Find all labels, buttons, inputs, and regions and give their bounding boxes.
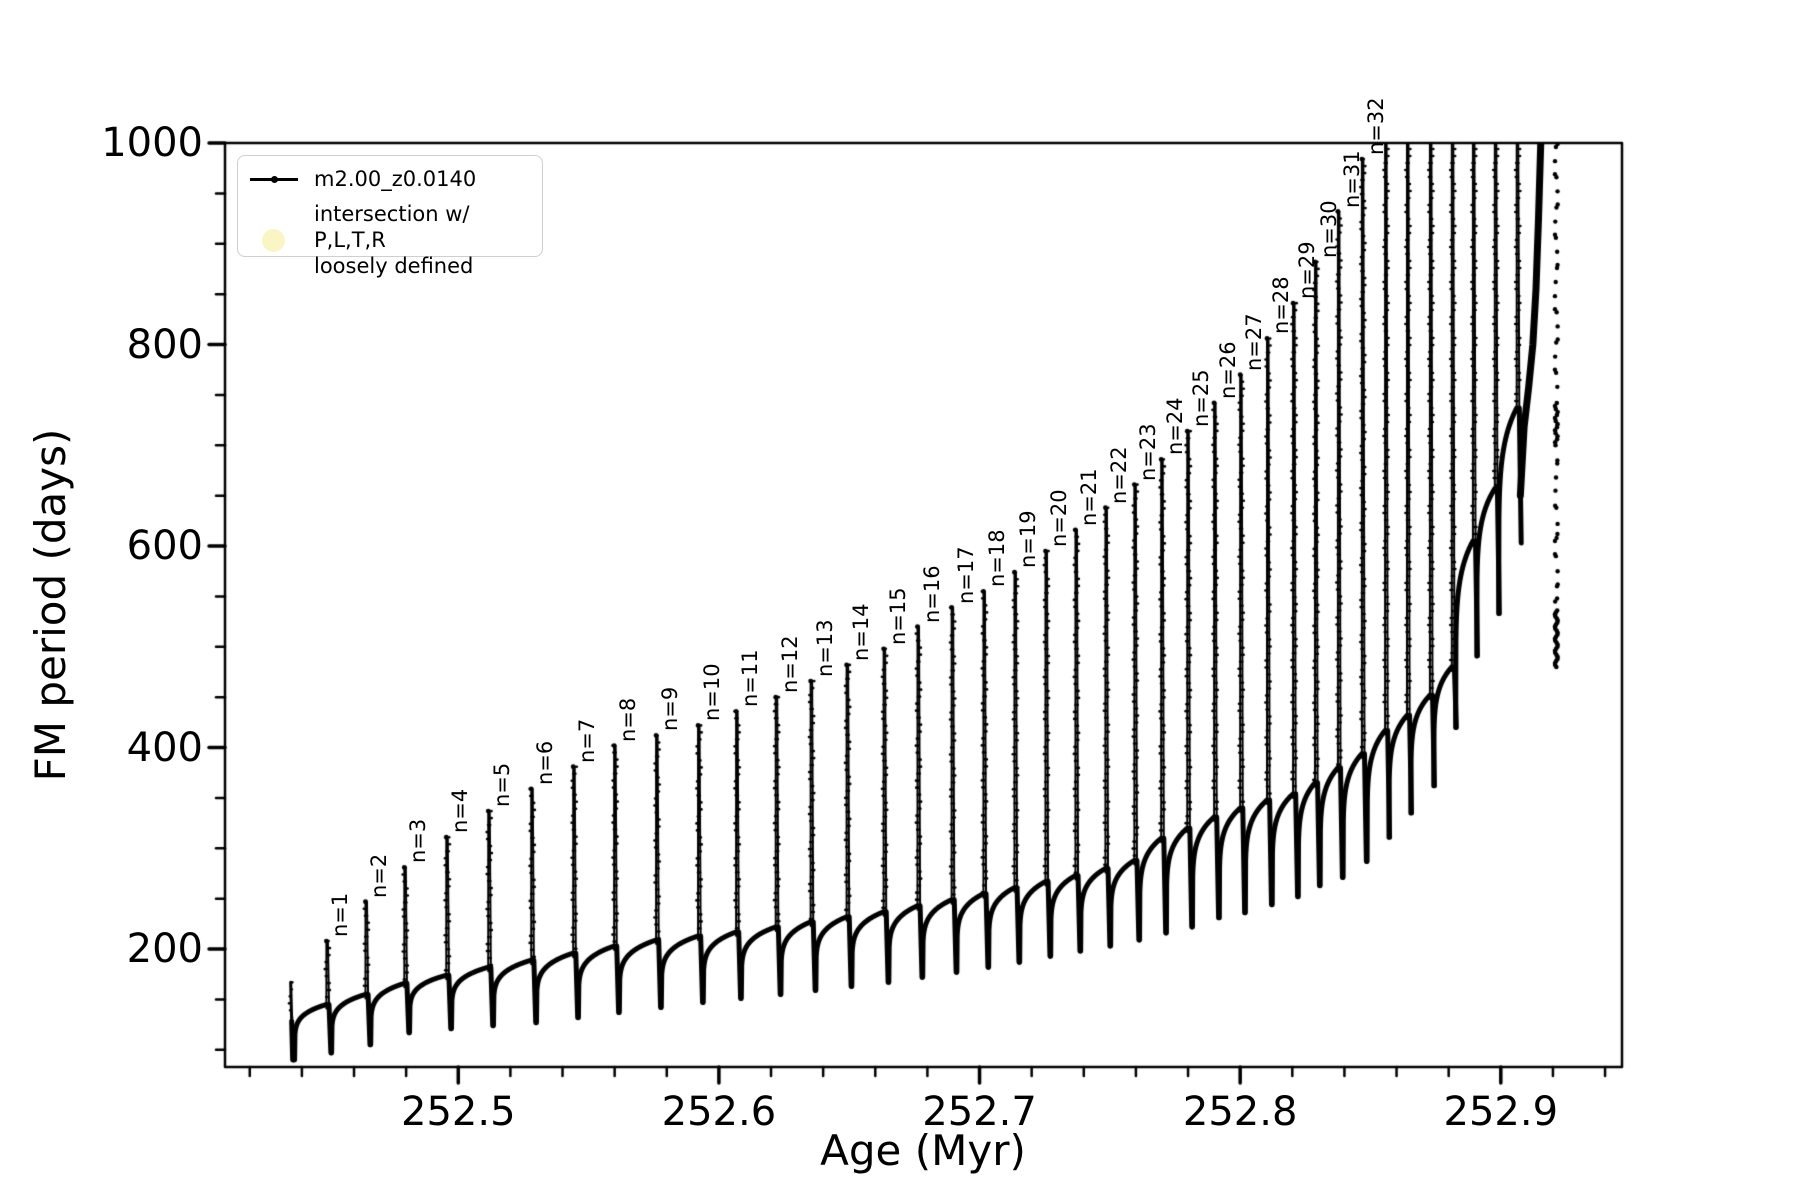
x-tick-label: 252.6 <box>661 1089 777 1135</box>
spike-label: n=12 <box>777 635 802 694</box>
spike-label: n=30 <box>1316 200 1341 258</box>
spike-label: n=15 <box>885 587 910 645</box>
dot-marker-icon <box>271 176 278 183</box>
legend-intersection-label: intersection w/ P,L,T,R loosely defined <box>314 201 526 279</box>
spike-label: n=17 <box>953 545 978 604</box>
spike-label: n=8 <box>616 697 641 742</box>
spike-label: n=1 <box>328 892 353 938</box>
spike-label: n=23 <box>1136 422 1161 481</box>
legend-intersection-label-line1: intersection w/ P,L,T,R <box>314 202 470 252</box>
spike-label: n=14 <box>848 603 873 661</box>
x-tick-label: 252.9 <box>1443 1089 1559 1135</box>
spike-label: n=20 <box>1047 489 1072 548</box>
spike-label: n=24 <box>1163 397 1188 456</box>
legend-intersection-label-line2: loosely defined <box>314 254 474 278</box>
y-axis-label: FM period (days) <box>26 428 75 782</box>
spike-label: n=27 <box>1242 313 1267 371</box>
legend: m2.00_z0.0140 intersection w/ P,L,T,R lo… <box>237 155 543 278</box>
spike-label: n=9 <box>658 687 683 732</box>
y-tick-label: 1000 <box>101 120 203 166</box>
x-tick-label: 252.8 <box>1182 1089 1298 1135</box>
spike-label: n=29 <box>1295 241 1320 300</box>
y-tick-label: 400 <box>126 724 203 771</box>
legend-line-label: m2.00_z0.0140 <box>314 167 477 191</box>
spike-label: n=32 <box>1363 97 1388 156</box>
spike-label: n=25 <box>1189 369 1214 428</box>
y-tick-label: 200 <box>126 926 203 973</box>
spike-label: n=26 <box>1216 341 1241 399</box>
spike-label: n=13 <box>812 619 837 678</box>
intersection-marker-icon <box>262 228 285 252</box>
spike-label: n=21 <box>1077 468 1102 526</box>
spike-label: n=19 <box>1016 510 1041 569</box>
spike-label: n=18 <box>985 529 1010 588</box>
spike-label: n=11 <box>738 649 763 708</box>
spike-label: n=5 <box>490 762 515 808</box>
spike-label: n=4 <box>448 788 473 834</box>
spike-label: n=6 <box>533 740 558 785</box>
y-tick-label: 600 <box>126 523 203 570</box>
legend-entry-intersection: intersection w/ P,L,T,R loosely defined <box>250 201 526 279</box>
spike-label: n=7 <box>575 718 600 763</box>
legend-entry-line: m2.00_z0.0140 <box>250 166 526 192</box>
x-tick-label: 252.5 <box>401 1089 516 1135</box>
x-tick-label: 252.7 <box>922 1089 1037 1135</box>
spike-label: n=28 <box>1269 276 1294 335</box>
spike-label: n=22 <box>1107 446 1132 504</box>
spike-label: n=3 <box>406 819 431 864</box>
spike-label: n=10 <box>700 663 725 722</box>
x-axis-label: Age (Myr) <box>820 1126 1026 1175</box>
spike-label: n=2 <box>367 853 392 898</box>
legend-line-swatch <box>250 172 298 186</box>
spike-label: n=31 <box>1339 149 1364 208</box>
y-tick-label: 800 <box>126 321 203 368</box>
spike-label: n=16 <box>919 565 944 623</box>
